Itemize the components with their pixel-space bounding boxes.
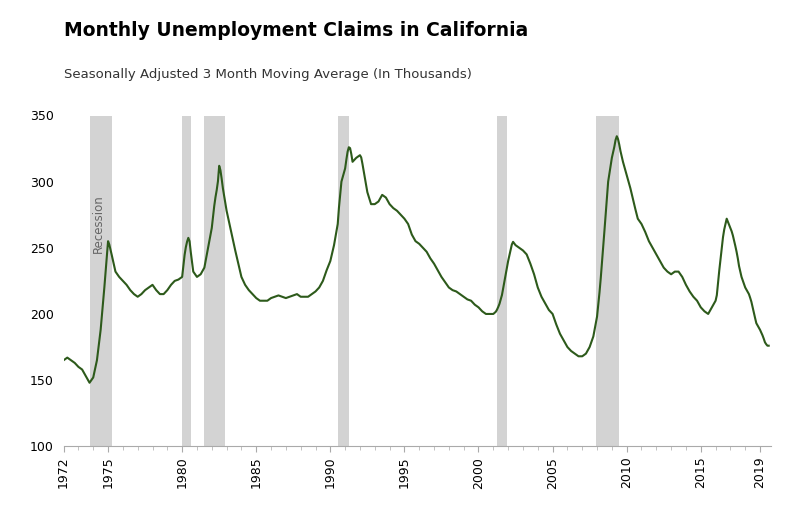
Bar <box>204 116 225 446</box>
Text: Seasonally Adjusted 3 Month Moving Average (In Thousands): Seasonally Adjusted 3 Month Moving Avera… <box>64 68 471 81</box>
Bar <box>497 116 506 446</box>
Bar <box>595 116 619 446</box>
Text: Recession: Recession <box>92 195 105 254</box>
Bar <box>90 116 112 446</box>
Bar <box>338 116 349 446</box>
Bar <box>182 116 191 446</box>
Text: Monthly Unemployment Claims in California: Monthly Unemployment Claims in Californi… <box>64 21 528 40</box>
